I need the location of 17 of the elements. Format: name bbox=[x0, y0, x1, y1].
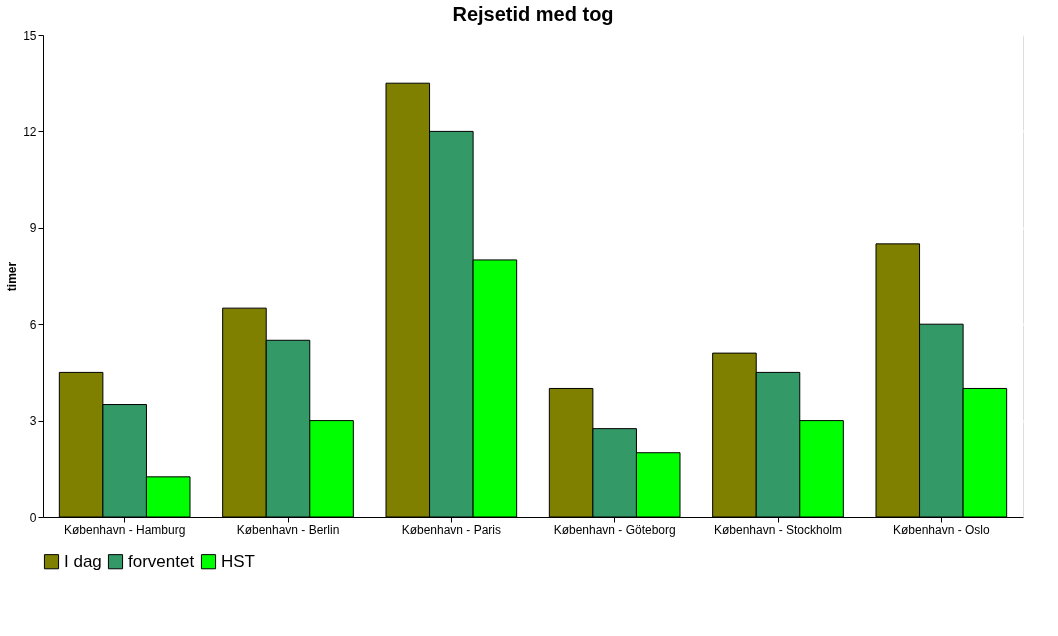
y-tick-label: 6 bbox=[29, 317, 37, 332]
legend-label: forventet bbox=[128, 551, 195, 571]
y-tick-label: 9 bbox=[29, 221, 37, 236]
x-tick-label: København - Berlin bbox=[236, 522, 340, 537]
chart-title: Rejsetid med tog bbox=[452, 3, 614, 25]
y-tick-label: 3 bbox=[29, 414, 37, 429]
x-tick-label: København - Paris bbox=[401, 522, 502, 537]
x-tick-label: København - Hamburg bbox=[63, 522, 186, 537]
x-tick-label: København - Göteborg bbox=[553, 522, 676, 537]
y-tick-label: 15 bbox=[23, 28, 37, 43]
x-tick-label: København - Oslo bbox=[892, 522, 991, 537]
y-tick-label: 12 bbox=[23, 124, 37, 139]
legend-label: I dag bbox=[64, 551, 102, 571]
y-axis-title: timer bbox=[5, 261, 20, 292]
x-tick-label: København - Stockholm bbox=[713, 522, 843, 537]
legend-label: HST bbox=[221, 551, 255, 571]
y-tick-label: 0 bbox=[29, 510, 37, 525]
